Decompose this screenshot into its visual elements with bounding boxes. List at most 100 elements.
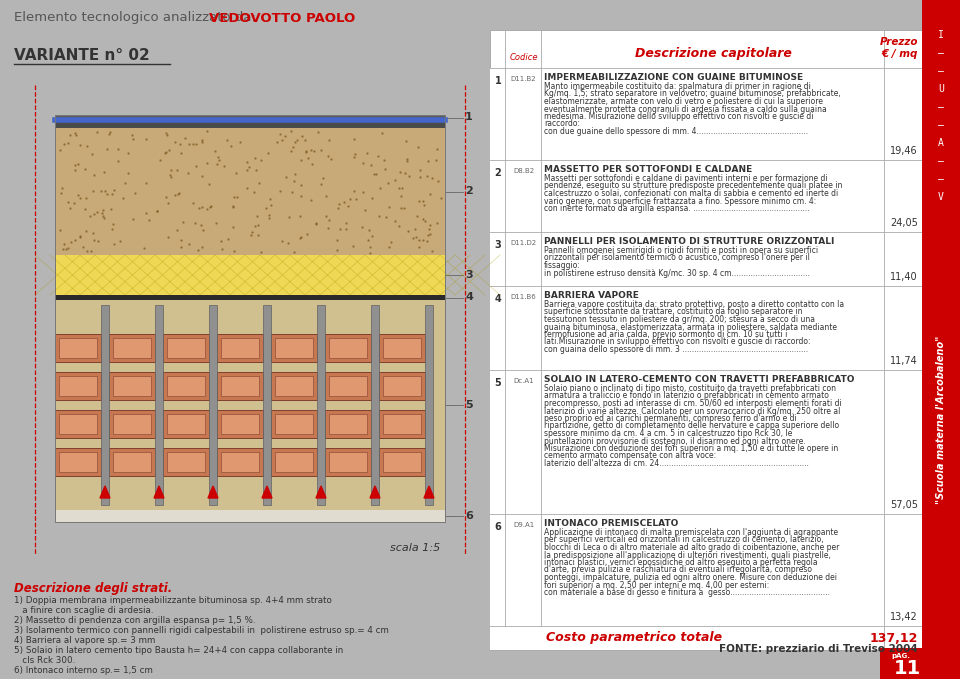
Text: elastomerizzate, armate con velo di vetro e poliestere di cui la superiore: elastomerizzate, armate con velo di vetr…	[544, 97, 823, 106]
Text: 24,05: 24,05	[890, 218, 918, 228]
Text: 2: 2	[494, 168, 501, 178]
Text: a finire con scaglie di ardesia.: a finire con scaglie di ardesia.	[14, 606, 154, 615]
Polygon shape	[370, 486, 380, 498]
Text: intonaci plastici, vernici epossidiche od altro eseguito a perfetta regola: intonaci plastici, vernici epossidiche o…	[544, 558, 818, 567]
Bar	[271, 448, 317, 476]
Text: 11: 11	[894, 659, 921, 678]
Text: D9.A1: D9.A1	[513, 522, 534, 528]
Bar	[163, 334, 209, 362]
Text: con materiale a base di gesso e finitura a  gesso...............................: con materiale a base di gesso e finitura…	[544, 588, 829, 597]
Bar	[329, 376, 367, 396]
Text: puntellazioni provvisorie di sostegno, il disarmo ed ogni altro onere.: puntellazioni provvisorie di sostegno, i…	[544, 437, 805, 445]
Bar	[880, 648, 922, 679]
Text: Massetti per sottofondi e caldane di pavimenti interni e per formazione di: Massetti per sottofondi e caldane di pav…	[544, 174, 828, 183]
Bar	[275, 452, 313, 472]
Text: 5: 5	[494, 378, 501, 388]
Bar	[113, 452, 151, 472]
Bar	[325, 410, 371, 438]
Text: —: —	[938, 66, 944, 76]
Bar	[221, 414, 259, 434]
Bar	[221, 452, 259, 472]
Text: scala 1:5: scala 1:5	[390, 543, 440, 553]
Text: laterizio di varie altezze. Calcolato per un sovraccarico di Kg/mq. 250 oltre al: laterizio di varie altezze. Calcolato pe…	[544, 407, 840, 416]
Text: medesima. Misurazione dello sviluppo effettivo con risvolti e guscie di: medesima. Misurazione dello sviluppo eff…	[544, 112, 813, 121]
Bar	[217, 334, 263, 362]
Bar	[490, 370, 922, 514]
Bar	[101, 305, 109, 505]
Text: tessutonon tessuto in poliestere da gr/mq. 200; stesura a secco di una: tessutonon tessuto in poliestere da gr/m…	[544, 315, 815, 324]
Bar	[163, 410, 209, 438]
Text: Costo parametrico totale: Costo parametrico totale	[546, 631, 722, 644]
Bar	[55, 510, 445, 522]
Text: —: —	[938, 120, 944, 130]
Bar	[55, 255, 445, 295]
Text: superficie sottostante da trattare, costituito da foglio separatore in: superficie sottostante da trattare, cost…	[544, 308, 803, 316]
Bar	[379, 448, 425, 476]
Polygon shape	[424, 486, 434, 498]
Text: ripartizione, getto di completamento delle nervature e cappa superiore dello: ripartizione, getto di completamento del…	[544, 422, 839, 430]
Bar	[113, 338, 151, 358]
Bar	[221, 338, 259, 358]
Text: Elemento tecnologico analizzato da:: Elemento tecnologico analizzato da:	[14, 12, 264, 24]
Bar	[271, 410, 317, 438]
Polygon shape	[154, 486, 164, 498]
Text: 6) Intonaco interno sp.= 1,5 cm: 6) Intonaco interno sp.= 1,5 cm	[14, 666, 153, 675]
Text: eventualmente protetta congranuli di ardesia fissata a caldo sulla guaina: eventualmente protetta congranuli di ard…	[544, 105, 827, 113]
Bar	[59, 338, 97, 358]
Text: —: —	[938, 48, 944, 58]
Bar	[113, 414, 151, 434]
Text: 3: 3	[465, 270, 472, 280]
Text: per superfici verticali ed orizzontali in calcestruzzo di cemento, laterizio,: per superfici verticali ed orizzontali i…	[544, 536, 824, 545]
Text: SOLAIO IN LATERO-CEMENTO CON TRAVETTI PREFABBRICATO: SOLAIO IN LATERO-CEMENTO CON TRAVETTI PR…	[544, 375, 854, 384]
Bar	[490, 160, 922, 232]
Text: Solaio piano o inclinato di tipo misto, costituito da travetti prefabbricati con: Solaio piano o inclinato di tipo misto, …	[544, 384, 836, 393]
Bar	[55, 295, 445, 300]
Bar	[55, 128, 445, 255]
Bar	[55, 122, 445, 128]
Text: INTONACO PREMISCELATO: INTONACO PREMISCELATO	[544, 519, 679, 528]
Bar	[383, 376, 421, 396]
Bar	[383, 338, 421, 358]
Bar	[217, 372, 263, 400]
Bar	[217, 410, 263, 438]
Text: 137,12: 137,12	[870, 631, 918, 644]
Text: 13,42: 13,42	[890, 612, 918, 622]
Bar	[490, 514, 922, 626]
Text: 1: 1	[494, 76, 501, 86]
Bar	[329, 338, 367, 358]
Bar	[113, 376, 151, 396]
Bar	[55, 448, 101, 476]
Text: Pannelli omogenei semirigidi o rigidi forniti e posti in opera su superfici: Pannelli omogenei semirigidi o rigidi fo…	[544, 246, 818, 255]
Text: 4) Barriera al vapore sp.= 3 mm: 4) Barriera al vapore sp.= 3 mm	[14, 636, 156, 645]
Text: VARIANTE n° 02: VARIANTE n° 02	[14, 48, 150, 63]
Bar	[329, 452, 367, 472]
Bar	[271, 372, 317, 400]
Text: fissaggio:: fissaggio:	[544, 261, 581, 270]
Bar	[922, 0, 960, 679]
Text: 2) Massetto di pendenza con argilla espansa p= 1,5 %.: 2) Massetto di pendenza con argilla espa…	[14, 616, 255, 625]
Text: termofusione ad aria calda, previo sormonto di cm. 10 su tutti i: termofusione ad aria calda, previo sormo…	[544, 330, 787, 339]
Text: 11,40: 11,40	[890, 272, 918, 282]
Bar	[490, 626, 922, 650]
Text: Prezzo
€ / mq: Prezzo € / mq	[879, 37, 918, 59]
Text: lati.Misurazione in sviluppo effettivo con risvolti e guscie di raccordo:: lati.Misurazione in sviluppo effettivo c…	[544, 337, 810, 346]
Text: orizzontali per isolamento termico o acustico, compreso l'onere per il: orizzontali per isolamento termico o acu…	[544, 253, 810, 263]
Bar	[379, 334, 425, 362]
Bar	[275, 414, 313, 434]
Bar	[109, 448, 155, 476]
Bar	[167, 338, 205, 358]
Bar	[167, 414, 205, 434]
Bar	[271, 334, 317, 362]
Bar	[55, 334, 101, 362]
Bar	[325, 372, 371, 400]
Text: —: —	[938, 156, 944, 166]
Text: 19,46: 19,46	[890, 146, 918, 156]
Text: cls Rck 300.: cls Rck 300.	[14, 656, 75, 665]
Text: 4: 4	[494, 294, 501, 304]
Text: V: V	[938, 192, 944, 202]
Text: VEDOVOTTO PAOLO: VEDOVOTTO PAOLO	[209, 12, 355, 24]
Bar	[163, 372, 209, 400]
Text: U: U	[938, 84, 944, 94]
Bar	[167, 376, 205, 396]
Text: Codice: Codice	[509, 54, 538, 62]
